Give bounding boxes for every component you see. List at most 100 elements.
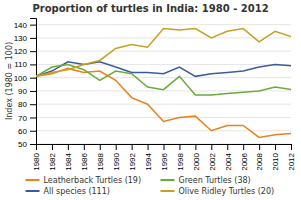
tick: 1998 (176, 144, 185, 171)
tick-label: 100 (14, 74, 28, 83)
grid-line (36, 77, 291, 78)
tick: 1986 (80, 144, 89, 171)
legend-item: Olive Ridley Turtles (20) (161, 187, 275, 196)
tick-mark (84, 144, 85, 150)
axis-line (37, 145, 292, 151)
tick: 2010 (271, 144, 280, 171)
tick-label: 1988 (96, 152, 105, 170)
tick-label: 80 (18, 100, 27, 109)
tick-mark (259, 144, 260, 150)
tick-mark (164, 144, 165, 150)
legend-swatch (161, 190, 175, 192)
tick-mark (52, 144, 53, 150)
tick-label: 1992 (128, 152, 137, 170)
grid (36, 25, 291, 144)
tick-label: 1996 (160, 152, 169, 170)
tick-mark (30, 144, 36, 145)
tick: 1980 (32, 144, 41, 171)
tick: 2002 (208, 144, 217, 171)
tick: 2000 (192, 144, 201, 171)
chart: 1980 1982 1984 1986 1988 1990 1992 1994 1996 1998… (0, 0, 301, 200)
tick-label: 140 (14, 21, 28, 30)
tick-label: 2004 (224, 152, 233, 170)
tick-mark (116, 144, 117, 150)
tick-label: 1990 (112, 152, 121, 170)
y-axis-title: Index (1980 = 100) (5, 42, 14, 120)
tick: 90 (18, 87, 36, 96)
tick-mark (211, 144, 212, 150)
series-line (36, 68, 291, 137)
tick-label: 1994 (144, 152, 153, 170)
tick-mark (30, 78, 36, 79)
tick-label: 1982 (48, 152, 57, 170)
lines (36, 29, 291, 138)
tick: 2006 (239, 144, 248, 171)
tick-label: 2006 (239, 152, 248, 170)
legend-label: Leatherback Turtles (19) (44, 176, 142, 185)
grid-line (36, 37, 291, 38)
tick-mark (227, 144, 228, 150)
legend-swatch (161, 179, 175, 181)
grid-line (36, 117, 291, 118)
tick-label: 70 (18, 114, 27, 123)
tick-mark (291, 144, 292, 150)
tick-mark (30, 25, 36, 26)
tick-label: 2010 (271, 152, 280, 170)
tick: 1988 (96, 144, 105, 171)
grid-line (36, 64, 291, 65)
legend: Leatherback Turtles (19) All species (111… (26, 176, 275, 196)
tick: 130 (14, 34, 36, 43)
tick: 1994 (144, 144, 153, 171)
series-line (36, 62, 291, 77)
grid-line (36, 24, 291, 25)
legend-item: All species (111) (26, 187, 110, 196)
tick-label: 1984 (64, 152, 73, 170)
tick-mark (275, 144, 276, 150)
tick: 50 (18, 140, 36, 149)
series-line (36, 64, 291, 95)
tick-mark (148, 144, 149, 150)
tick-label: 2012 (287, 152, 296, 170)
title: Proportion of turtles in India: 1980 - 2… (32, 3, 268, 14)
series-line (36, 29, 291, 77)
tick-mark (30, 64, 36, 65)
tick: 2004 (224, 144, 233, 171)
tick-mark (195, 144, 196, 150)
tick-mark (30, 91, 36, 92)
tick: 2008 (255, 144, 264, 171)
tick-mark (68, 144, 69, 150)
tick-label: 60 (18, 127, 27, 136)
tick-mark (30, 131, 36, 132)
tick: 1984 (64, 144, 73, 171)
tick-label: 90 (18, 87, 27, 96)
legend-swatch (26, 179, 40, 181)
tick-label: 1986 (80, 152, 89, 170)
tick: 120 (14, 47, 36, 56)
legend-label: Olive Ridley Turtles (20) (179, 187, 275, 196)
tick-label: 2008 (255, 152, 264, 170)
tick: 100 (14, 74, 36, 83)
tick-label: 1998 (176, 152, 185, 170)
tick-label: 130 (14, 34, 28, 43)
tick-label: 110 (14, 60, 27, 69)
tick-mark (30, 38, 36, 39)
grid-line (36, 130, 291, 131)
legend-item: Leatherback Turtles (19) (26, 176, 142, 185)
tick: 70 (18, 114, 36, 123)
x-axis: 1980 1982 1984 1986 1988 1990 1992 1994 1996 1998… (32, 144, 296, 171)
plot: 1980 1982 1984 1986 1988 1990 1992 1994 1996 1998… (14, 19, 297, 171)
tick: 2012 (287, 144, 296, 171)
tick: 140 (14, 21, 36, 30)
tick-label: 2002 (208, 152, 217, 170)
legend-item: Green Turtles (38) (161, 176, 251, 185)
tick: 80 (18, 100, 36, 109)
tick: 1992 (128, 144, 137, 171)
tick: 1982 (48, 144, 57, 171)
tick-label: 1980 (32, 152, 41, 170)
legend-label: All species (111) (44, 187, 110, 196)
tick: 1990 (112, 144, 121, 171)
grid-line (36, 51, 291, 52)
tick-mark (243, 144, 244, 150)
tick-mark (100, 144, 101, 150)
tick-label: 50 (18, 140, 27, 149)
